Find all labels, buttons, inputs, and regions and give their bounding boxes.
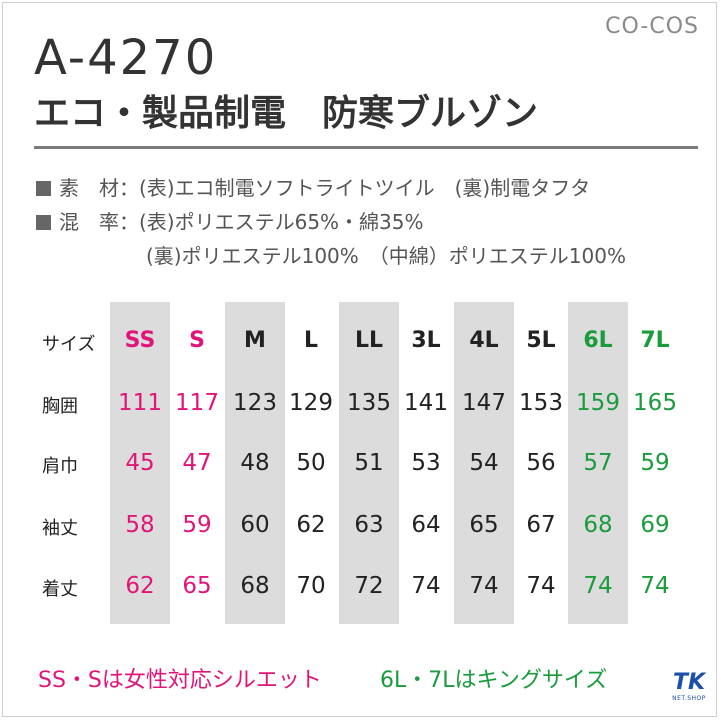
note-women: SS・Sは女性対応シルエット	[38, 668, 322, 693]
size-header-m: M	[244, 328, 266, 353]
size-header-l: L	[303, 328, 319, 353]
table-cell: 58	[125, 512, 155, 538]
product-name: エコ・製品制電 防寒ブルゾン	[34, 93, 539, 134]
column-highlight-ss	[110, 302, 170, 624]
table-cell: 117	[175, 390, 219, 416]
size-header-label: サイズ	[42, 334, 96, 355]
shop-logo: TK NET.SHOP	[669, 671, 709, 711]
table-cell: 72	[354, 573, 384, 599]
row-label: 肩巾	[42, 456, 78, 477]
bullet-square-icon	[36, 181, 51, 196]
table-cell: 65	[182, 573, 212, 599]
table-cell: 159	[576, 390, 620, 416]
model-number: A-4270	[34, 30, 218, 86]
shop-logo-mark: TK	[672, 670, 706, 695]
table-cell: 70	[296, 573, 326, 599]
column-highlight-4l	[454, 302, 514, 624]
table-cell: 74	[411, 573, 441, 599]
table-cell: 47	[182, 450, 212, 476]
table-cell: 74	[640, 573, 670, 599]
table-cell: 74	[469, 573, 499, 599]
brand-logo: CO-COS	[605, 14, 699, 39]
table-cell: 57	[583, 450, 613, 476]
size-header-6l: 6L	[583, 328, 613, 353]
size-header-7l: 7L	[640, 328, 670, 353]
row-label: 胸囲	[42, 396, 78, 417]
table-cell: 129	[289, 390, 333, 416]
table-cell: 59	[182, 512, 212, 538]
table-cell: 51	[354, 450, 384, 476]
table-cell: 135	[347, 390, 391, 416]
column-highlight-ll	[339, 302, 399, 624]
table-cell: 68	[240, 573, 270, 599]
spec-blend-text: 混 率：(表)ポリエステル65%・綿35%	[59, 210, 424, 234]
table-cell: 68	[583, 512, 613, 538]
size-header-s: S	[189, 328, 205, 353]
table-cell: 56	[526, 450, 556, 476]
table-cell: 65	[469, 512, 499, 538]
spec-blend-lining: (裏)ポリエステル100% （中綿）ポリエステル100%	[146, 244, 626, 268]
table-cell: 147	[462, 390, 506, 416]
table-cell: 45	[125, 450, 155, 476]
table-cell: 59	[640, 450, 670, 476]
table-cell: 50	[296, 450, 326, 476]
table-cell: 74	[526, 573, 556, 599]
size-header-3l: 3L	[411, 328, 441, 353]
size-header-ss: SS	[124, 328, 156, 353]
table-cell: 53	[411, 450, 441, 476]
row-label: 袖丈	[42, 518, 78, 539]
spec-blend: 混 率：(表)ポリエステル65%・綿35%	[36, 206, 424, 235]
shop-logo-text: NET.SHOP	[672, 695, 706, 702]
table-cell: 54	[469, 450, 499, 476]
column-highlight-6l	[568, 302, 628, 624]
size-header-ll: LL	[354, 328, 384, 353]
table-cell: 62	[125, 573, 155, 599]
spec-material: 素 材：(表)エコ制電ソフトライトツイル (裏)制電タフタ	[36, 172, 590, 201]
table-cell: 141	[404, 390, 448, 416]
row-label: 着丈	[42, 579, 78, 600]
table-cell: 48	[240, 450, 270, 476]
table-cell: 165	[633, 390, 677, 416]
size-header-5l: 5L	[526, 328, 556, 353]
table-cell: 62	[296, 512, 326, 538]
note-king: 6L・7Lはキングサイズ	[380, 668, 608, 693]
bullet-square-icon	[36, 215, 51, 230]
table-cell: 60	[240, 512, 270, 538]
table-cell: 111	[118, 390, 162, 416]
column-highlight-m	[225, 302, 285, 624]
table-cell: 64	[411, 512, 441, 538]
table-cell: 67	[526, 512, 556, 538]
divider	[34, 146, 698, 149]
table-cell: 69	[640, 512, 670, 538]
table-cell: 63	[354, 512, 384, 538]
table-cell: 123	[233, 390, 277, 416]
size-header-4l: 4L	[469, 328, 499, 353]
spec-material-text: 素 材：(表)エコ制電ソフトライトツイル (裏)制電タフタ	[59, 176, 591, 200]
table-cell: 153	[519, 390, 563, 416]
table-cell: 74	[583, 573, 613, 599]
